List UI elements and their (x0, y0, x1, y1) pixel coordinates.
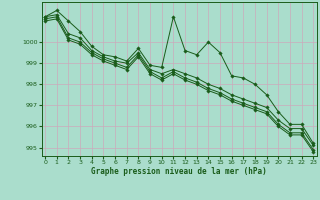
X-axis label: Graphe pression niveau de la mer (hPa): Graphe pression niveau de la mer (hPa) (91, 167, 267, 176)
